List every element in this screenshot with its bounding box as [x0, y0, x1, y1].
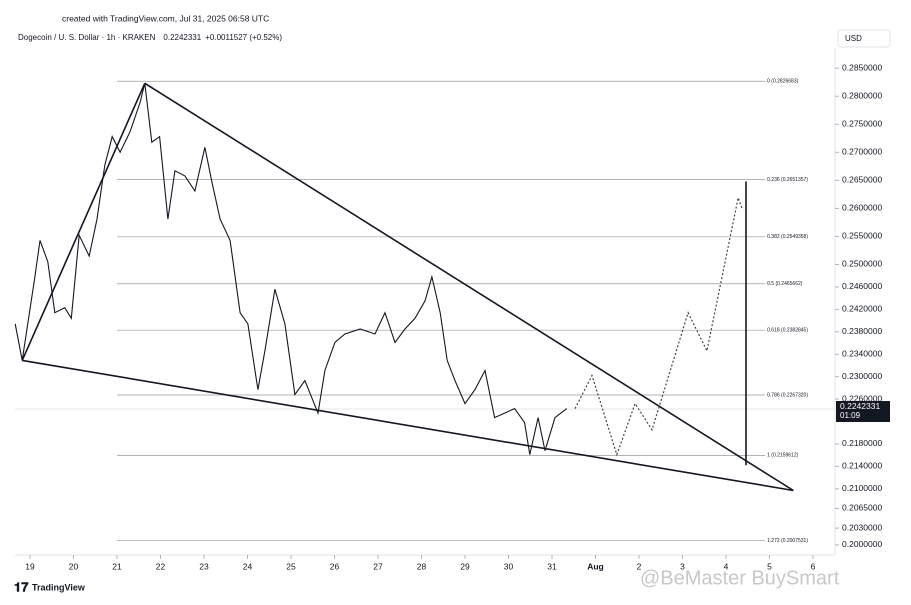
x-tick-label: 5 [767, 561, 772, 571]
header-change: +0.0011527 (+0.52%) [205, 33, 282, 42]
chart-title: Dogecoin / U. S. Dollar · 1h · KRAKEN [18, 33, 156, 42]
price-label-box [836, 400, 890, 422]
fib-label: 1.272 (0.2007531) [767, 538, 808, 544]
fib-label: 0.786 (0.2267320) [767, 392, 808, 398]
fib-label: 0 (0.2826683) [767, 79, 798, 85]
x-tick-label: 20 [69, 561, 79, 571]
y-tick-label: 0.2460000 [842, 281, 882, 291]
y-tick-label: 0.2300000 [842, 371, 882, 381]
fib-label: 0.618 (0.2382845) [767, 328, 808, 334]
x-tick-label: 23 [199, 561, 209, 571]
fib-label: 0.382 (0.2549358) [767, 234, 808, 240]
brand: TradingView [32, 582, 86, 592]
y-tick-label: 0.2850000 [842, 62, 882, 72]
projection-path [574, 195, 743, 457]
x-tick-label: 25 [286, 561, 296, 571]
x-tick-label: 3 [680, 561, 685, 571]
y-tick-label: 0.2800000 [842, 90, 882, 100]
countdown: 01:09 [840, 411, 861, 420]
x-tick-label: 4 [724, 561, 729, 571]
y-tick-label: 0.2500000 [842, 259, 882, 269]
x-tick-label: 19 [25, 561, 35, 571]
x-tick-label: 28 [417, 561, 427, 571]
created-note: created with TradingView.com, Jul 31, 20… [62, 13, 269, 23]
trend-line [144, 82, 794, 492]
x-tick-label: 22 [156, 561, 166, 571]
fib-label: 0.5 (0.2465662) [767, 281, 803, 287]
y-tick-label: 0.2140000 [842, 461, 882, 471]
y-tick-label: 0.2340000 [842, 348, 882, 358]
y-tick-label: 0.2100000 [842, 483, 882, 493]
x-tick-label: 27 [373, 561, 383, 571]
fib-label: 0.236 (0.2651357) [767, 177, 808, 183]
header-price: 0.2242331 [163, 33, 201, 42]
y-tick-label: 0.2260000 [842, 393, 882, 403]
price-label: 0.2242331 [840, 401, 880, 411]
x-tick-label: 2 [637, 561, 642, 571]
x-tick-label: 31 [547, 561, 557, 571]
y-tick-label: 0.2030000 [842, 522, 882, 532]
y-tick-label: 0.2065000 [842, 503, 882, 513]
price-line [14, 83, 568, 455]
y-tick-label: 0.2700000 [842, 147, 882, 157]
x-tick-label: 6 [811, 561, 816, 571]
x-tick-label: Aug [587, 561, 604, 571]
watermark: @BeMaster BuySmart [640, 567, 840, 589]
currency-box [837, 29, 891, 48]
x-tick-label: 29 [460, 561, 470, 571]
logo-mark: 𝟏𝟕 [14, 579, 29, 594]
currency: USD [845, 34, 862, 43]
y-tick-label: 0.2550000 [842, 231, 882, 241]
x-tick-label: 21 [112, 561, 122, 571]
y-tick-label: 0.2420000 [842, 304, 882, 314]
y-tick-label: 0.2000000 [842, 539, 882, 549]
trend-line [22, 359, 794, 492]
fib-label: 1 (0.2159612) [767, 453, 798, 459]
y-tick-label: 0.2600000 [842, 203, 882, 213]
y-tick-label: 0.2750000 [842, 119, 882, 129]
y-tick-label: 0.2650000 [842, 175, 882, 185]
trend-line [21, 82, 146, 361]
y-tick-label: 0.2180000 [842, 438, 882, 448]
x-tick-label: 24 [243, 561, 253, 571]
x-tick-label: 26 [330, 561, 340, 571]
x-tick-label: 30 [504, 561, 514, 571]
y-tick-label: 0.2380000 [842, 326, 882, 336]
